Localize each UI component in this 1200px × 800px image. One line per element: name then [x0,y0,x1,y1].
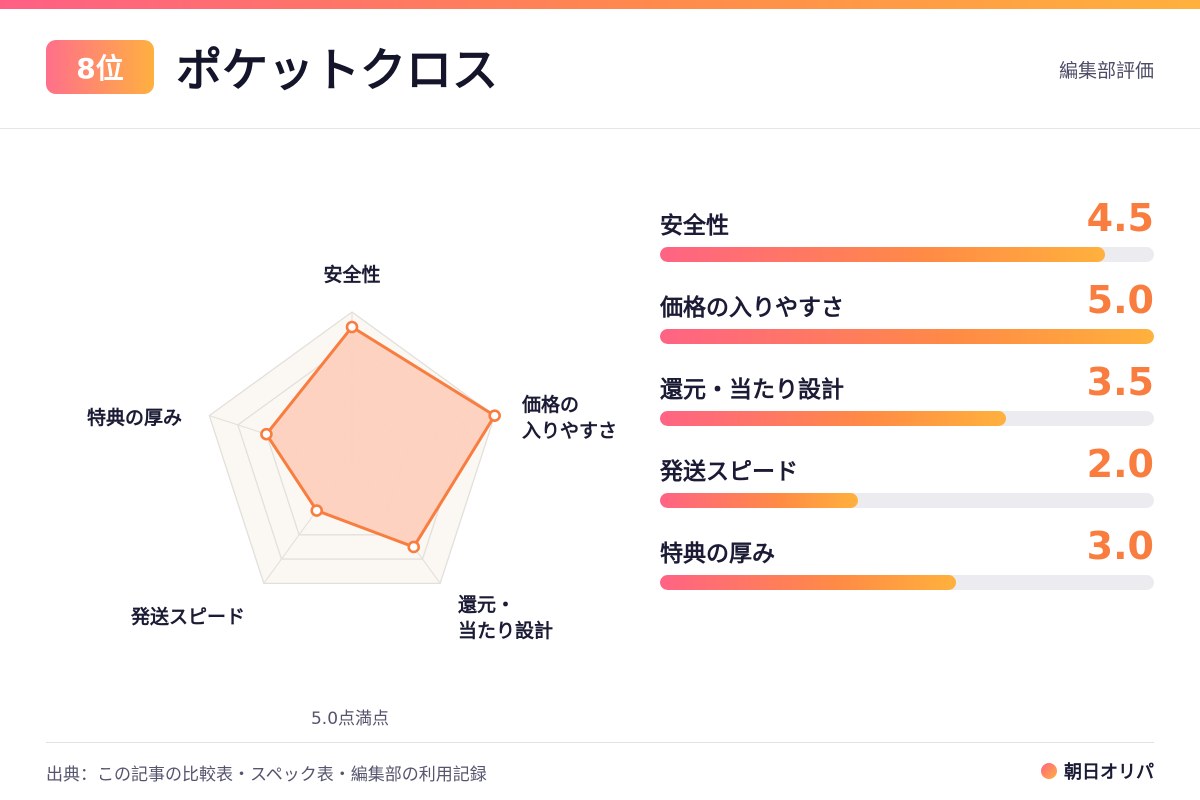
score-bar-fill [660,247,1105,262]
score-bar-fill [660,329,1154,344]
brand-name: 朝日オリパ [1064,762,1154,783]
radar-axis-label: 価格の 入りやすさ [522,392,617,444]
top-accent-strip [0,0,1200,9]
evaluation-label: 編集部評価 [1058,60,1154,82]
score-label: 発送スピード [660,459,798,485]
page-title: ポケットクロス [176,43,498,97]
score-label: 特典の厚み [660,541,775,567]
radar-axis-label-line: 入りやすさ [522,420,618,442]
radar-point [345,320,359,334]
radar-series [260,320,501,554]
radar-axis-label-line: 当たり設計 [458,620,554,642]
source-note: 出典：この記事の比較表・スペック表・編集部の利用記録 [46,765,487,785]
brand-logo-icon [1041,763,1057,779]
radar-axis-label-line: 価格の [522,394,580,416]
score-bar-track [660,493,1154,508]
radar-axis-label-line: 特典の厚み [86,407,182,429]
score-label: 価格の入りやすさ [660,295,844,321]
radar-axis-label-line: 発送スピード [130,606,245,628]
score-row: 還元・当たり設計 3.5 [660,360,1154,442]
brand: 朝日オリパ [1041,758,1154,784]
scale-note: 5.0点満点 [310,709,390,729]
score-row: 発送スピード 2.0 [660,442,1154,524]
header-divider [0,128,1200,129]
rank-badge: 8位 [46,40,154,94]
score-value: 3.5 [1086,360,1154,404]
score-bar-fill [660,493,858,508]
score-value: 2.0 [1086,442,1154,486]
radar-axis-label: 安全性 [252,262,452,288]
score-row: 安全性 4.5 [660,196,1154,278]
radar-area [264,325,497,549]
radar-axis-label-line: 安全性 [323,264,381,286]
score-label: 安全性 [660,213,729,239]
radar-point [488,409,501,422]
score-bar-track [660,247,1154,262]
score-value: 5.0 [1086,278,1154,322]
score-bar-track [660,411,1154,426]
radar-axis-label-line: 還元・ [458,594,516,616]
score-bar-track [660,329,1154,344]
score-label: 還元・当たり設計 [660,377,844,403]
radar-point [310,504,324,517]
radar-point [260,427,273,441]
score-bar-fill [660,411,1006,426]
score-list: 安全性 4.5 価格の入りやすさ 5.0 還元・当たり設計 3.5 発送スピード… [660,196,1154,606]
score-value: 3.0 [1086,524,1154,568]
score-bar-fill [660,575,957,590]
radar-axis-label: 発送スピード [131,604,245,630]
radar-point [407,540,421,554]
score-bar-track [660,575,1154,590]
footer-divider [46,742,1154,743]
radar-axis-label: 特典の厚み [87,405,182,431]
score-row: 価格の入りやすさ 5.0 [660,278,1154,360]
score-value: 4.5 [1086,196,1154,240]
score-row: 特典の厚み 3.0 [660,524,1154,606]
radar-axis-label: 還元・ 当たり設計 [458,592,553,644]
